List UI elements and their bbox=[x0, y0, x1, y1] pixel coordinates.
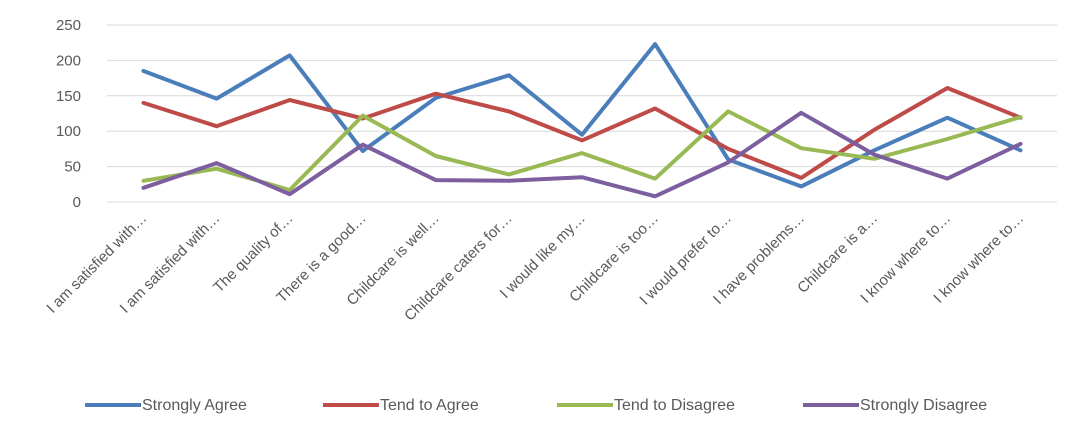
legend: Strongly Agree Tend to Agree Tend to Disag… bbox=[85, 397, 987, 414]
legend-label: Strongly Disagree bbox=[860, 397, 987, 414]
x-axis-ticks: I am satisfied with…I am satisfied with…… bbox=[43, 210, 1027, 325]
series-line-strongly-disagree bbox=[141, 110, 1023, 199]
legend-label: Strongly Agree bbox=[142, 397, 247, 414]
series-line-strongly-agree bbox=[141, 42, 1023, 189]
y-tick-label: 0 bbox=[73, 194, 81, 211]
y-axis-ticks: 0 50 100 150 200 250 bbox=[56, 17, 81, 211]
legend-label: Tend to Agree bbox=[380, 397, 479, 414]
series-line-tend-to-disagree bbox=[141, 109, 1023, 192]
y-tick-label: 250 bbox=[56, 17, 81, 34]
y-tick-label: 100 bbox=[56, 123, 81, 140]
legend-label: Tend to Disagree bbox=[614, 397, 735, 414]
y-tick-label: 200 bbox=[56, 52, 81, 69]
series-line-tend-to-agree bbox=[141, 86, 1023, 180]
series-lines bbox=[141, 42, 1023, 199]
y-tick-label: 50 bbox=[64, 159, 81, 176]
gridlines bbox=[107, 24, 1057, 203]
y-tick-label: 150 bbox=[56, 88, 81, 105]
